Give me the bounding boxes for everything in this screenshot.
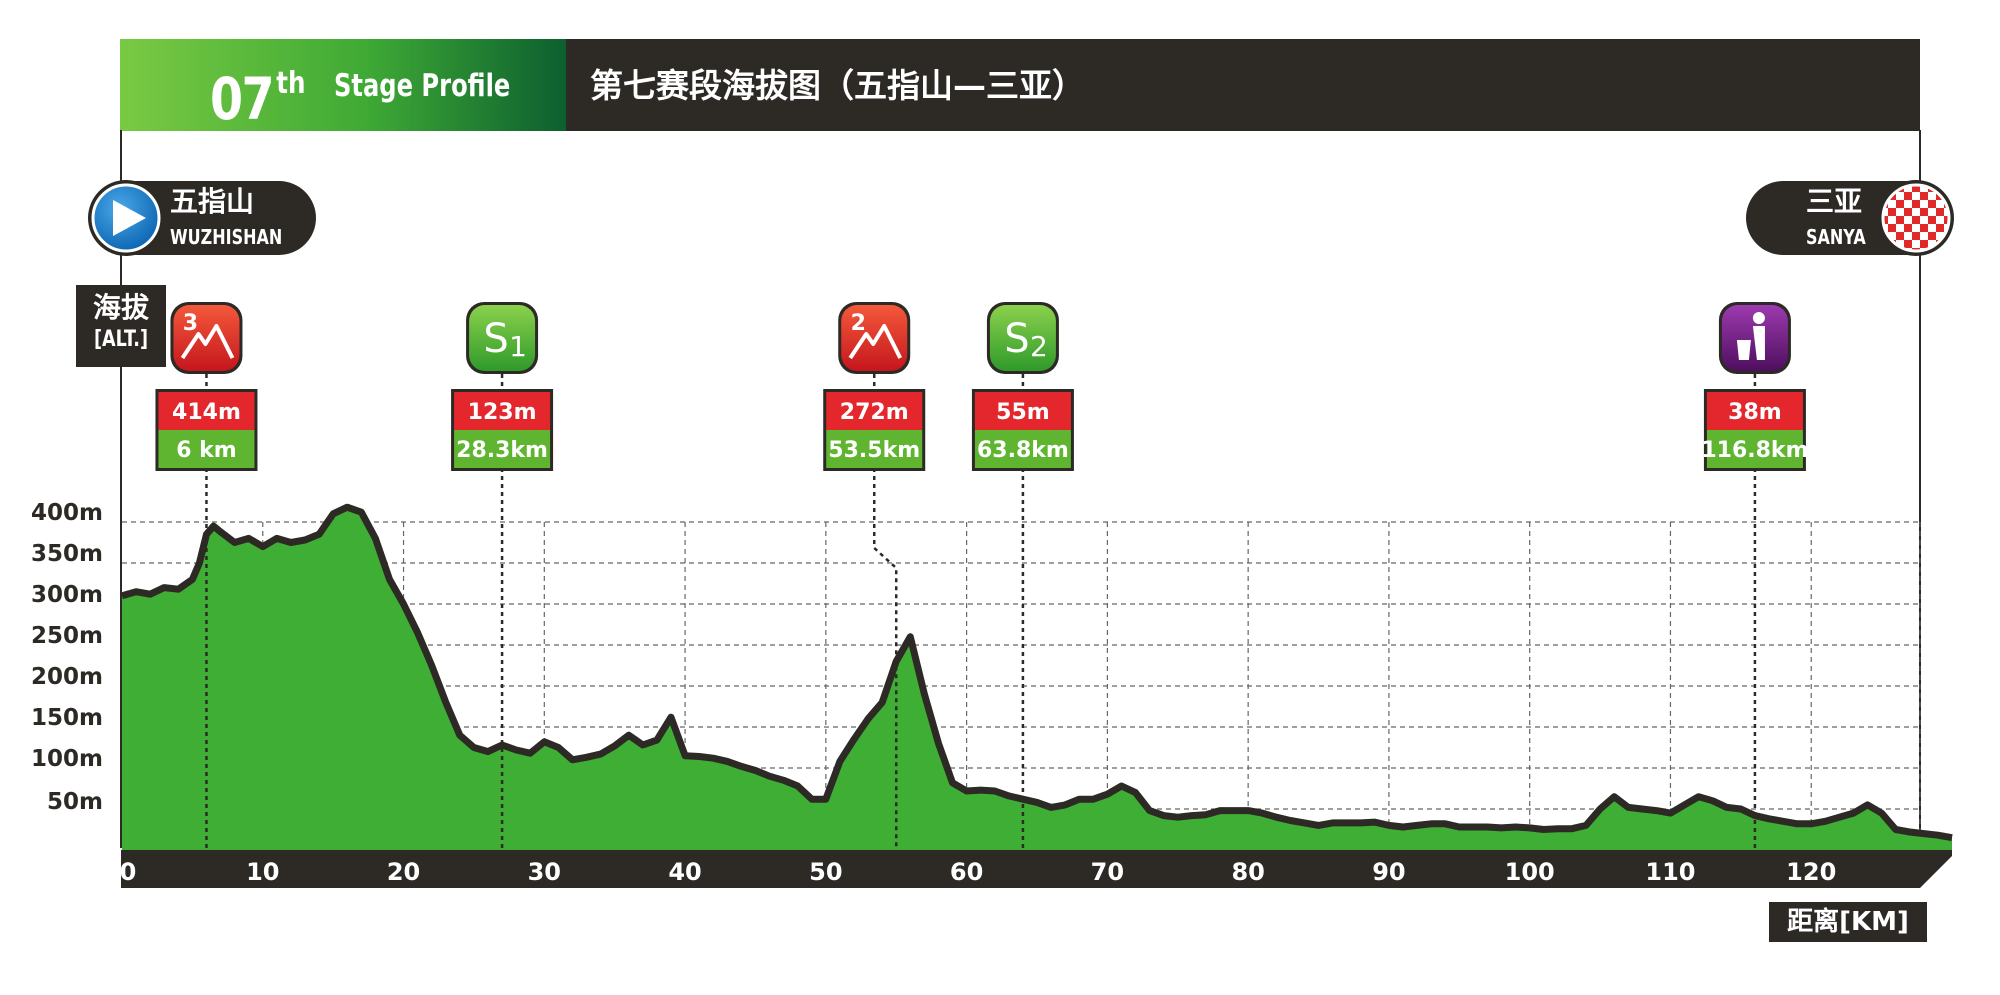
start-badge <box>88 180 316 256</box>
marker-altitude-bg <box>454 392 551 430</box>
y-tick-label: 100m <box>31 746 103 772</box>
x-tick-label: 10 <box>246 858 279 886</box>
climb-category: 3 <box>183 311 198 336</box>
header-stage-block <box>120 39 566 131</box>
mountain-shape <box>848 324 903 360</box>
x-axis-ticks: 0 10 20 30 40 50 60 70 80 90 100 110 120 <box>120 858 1837 886</box>
y-tick-label: 300m <box>31 582 103 608</box>
x-tick-label: 30 <box>528 858 561 886</box>
marker-altitude-bg <box>158 392 255 430</box>
y-tick-label: 50m <box>47 789 103 815</box>
marker-altitude-bg <box>1706 392 1803 430</box>
y-tick-label: 400m <box>31 500 103 526</box>
marker-leader <box>872 468 898 850</box>
marker-distance-bg <box>454 430 551 468</box>
stage-label: Stage Profile <box>334 68 511 104</box>
marker-altitude: 414m <box>172 400 241 425</box>
marker-sprint-2: S 2 55m 63.8km <box>971 302 1074 850</box>
x-tick-label: 120 <box>1786 858 1836 886</box>
y-tick-label: 150m <box>31 705 103 731</box>
sprint-icon <box>989 305 1056 371</box>
x-tick-label: 40 <box>668 858 701 886</box>
y-tick-label: 200m <box>31 664 103 690</box>
page-title: 第七赛段海拔图（五指山—三亚） <box>590 66 1085 105</box>
sprint-label-num: 1 <box>509 330 527 363</box>
start-name-cn: 五指山 <box>170 185 255 218</box>
y-tick-label: 350m <box>31 541 103 567</box>
x-tick-label: 70 <box>1091 858 1124 886</box>
bin-shape <box>1736 340 1751 360</box>
profile-area <box>121 503 1953 850</box>
climb-category: 2 <box>851 311 866 336</box>
x-tick-label: 20 <box>387 858 420 886</box>
stage-suffix: th <box>276 66 306 101</box>
marker-altitude: 38m <box>1728 400 1782 425</box>
marker-altitude: 123m <box>468 400 537 425</box>
marker-altitude-bg <box>974 392 1071 430</box>
sprint-label-num: 2 <box>1030 330 1048 363</box>
x-tick-label: 0 <box>120 858 137 886</box>
marker-distance-bg <box>158 430 255 468</box>
x-tick-label: 90 <box>1372 858 1405 886</box>
mountain-icon <box>173 305 240 371</box>
marker-distance: 63.8km <box>977 438 1069 463</box>
x-tick-label: 110 <box>1645 858 1695 886</box>
marker-distance: 116.8km <box>1701 438 1808 463</box>
y-axis-ticks: 50m 100m 150m 200m 250m 300m 350m 400m <box>31 500 103 815</box>
marker-sprint-1: S 1 123m 28.3km <box>451 302 554 850</box>
x-tick-label: 100 <box>1505 858 1555 886</box>
distance-label: 距离[KM] <box>1769 902 1927 942</box>
person-body <box>1752 326 1765 360</box>
marker-altitude: 272m <box>840 400 909 425</box>
finish-badge <box>1746 180 1954 256</box>
y-tick-label: 250m <box>31 623 103 649</box>
marker-distance: 28.3km <box>456 438 548 463</box>
marker-altitude: 55m <box>996 400 1050 425</box>
marker-altitude-bg <box>826 392 923 430</box>
sprint-label: S <box>1004 316 1029 362</box>
finish-name-en: SANYA <box>1806 225 1866 249</box>
altitude-label: 海拔 [ALT.] <box>76 285 166 367</box>
person-head <box>1752 312 1765 324</box>
sprint-icon <box>469 305 536 371</box>
x-tick-label: 80 <box>1231 858 1264 886</box>
sprint-label: S <box>483 316 508 362</box>
altitude-label-cn: 海拔 <box>92 291 149 324</box>
marker-distance-bg <box>1706 430 1803 468</box>
marker-feed-zone: 38m 116.8km <box>1701 302 1809 850</box>
marker-climb-cat-2: 2 272m 53.5km <box>823 302 926 850</box>
checkered-flag-icon <box>1881 183 1951 253</box>
marker-distance-bg <box>974 430 1071 468</box>
finish-name-cn: 三亚 <box>1806 185 1863 218</box>
x-tick-label: 50 <box>809 858 842 886</box>
marker-distance-bg <box>826 430 923 468</box>
marker-distance: 6 km <box>176 438 237 463</box>
marker-distance: 53.5km <box>828 438 920 463</box>
mountain-icon <box>841 305 908 371</box>
x-axis-band <box>121 850 1952 888</box>
x-tick-label: 60 <box>950 858 983 886</box>
altitude-label-en: [ALT.] <box>93 327 149 352</box>
mountain-shape <box>180 324 235 360</box>
profile-fill <box>122 507 1952 850</box>
marker-climb-cat-3: 3 414m 6 km <box>155 302 258 850</box>
start-name-en: WUZHISHAN <box>170 225 283 249</box>
